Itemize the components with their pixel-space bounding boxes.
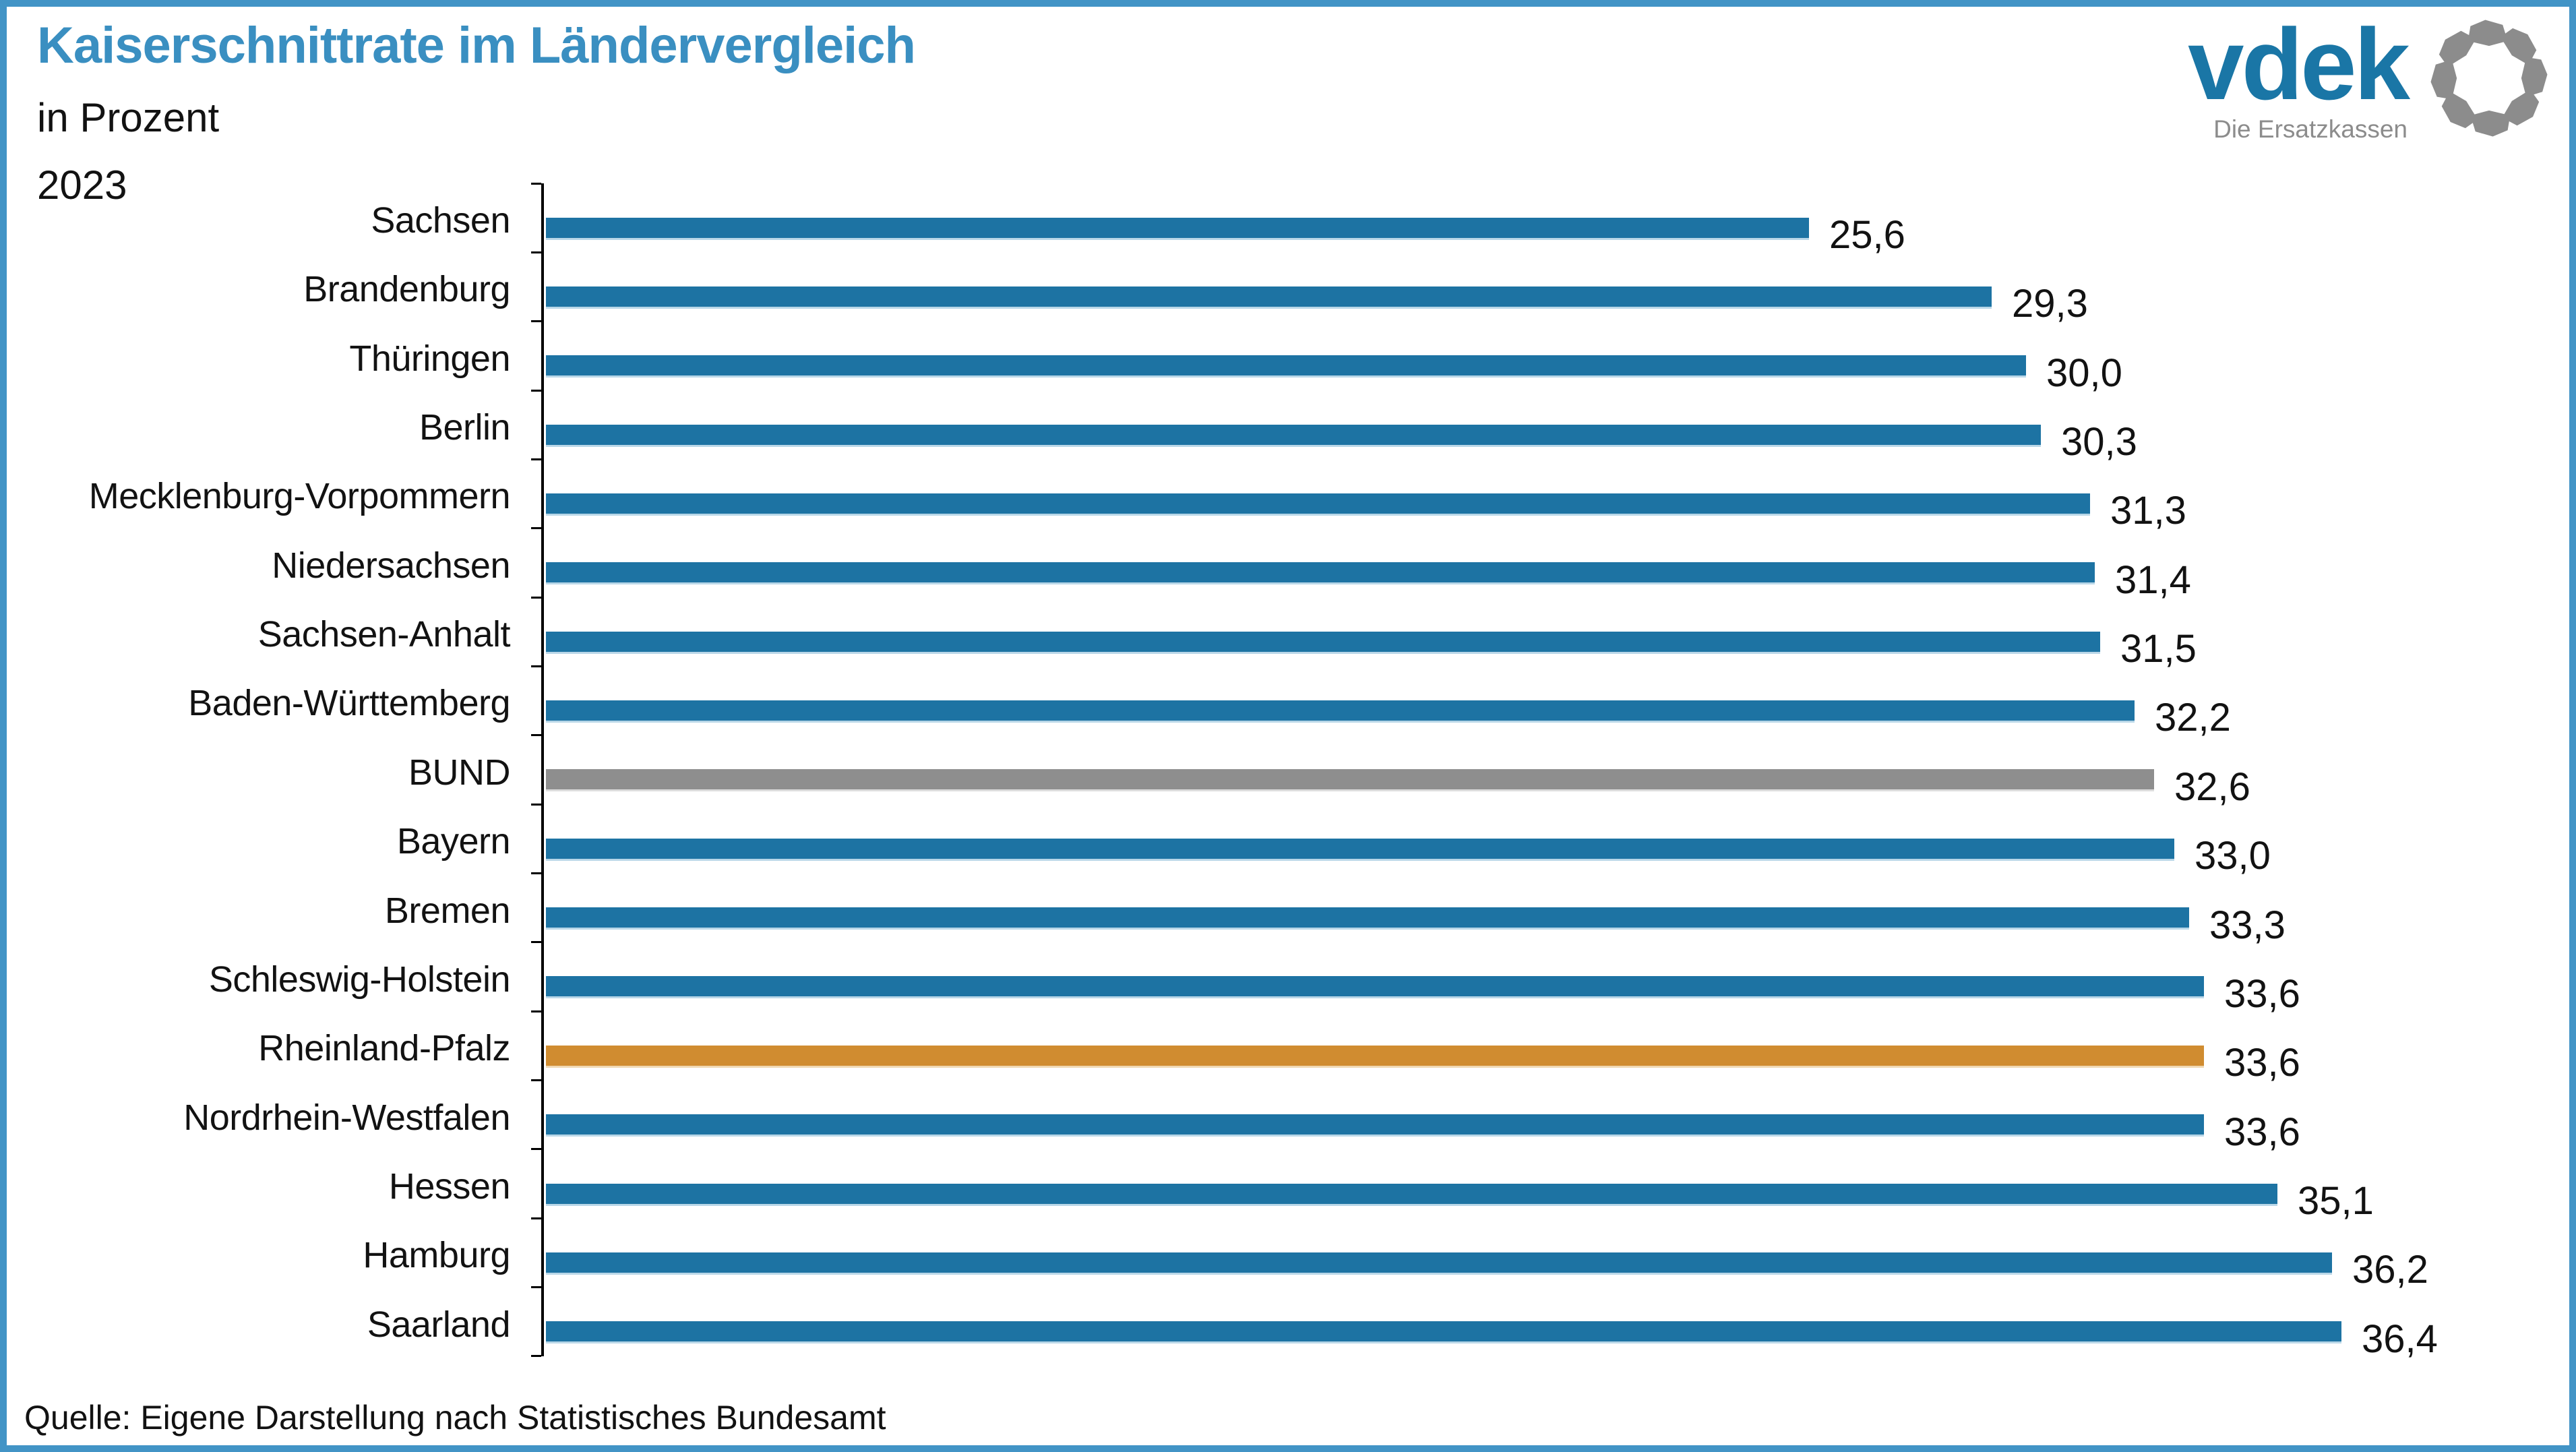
category-label: Bayern [396,821,511,862]
axis-tick [531,596,541,599]
bar-row-bayern: Bayern 33,0 [7,804,2569,878]
value-label: 36,2 [2352,1248,2428,1292]
axis-tick [531,941,541,944]
vdek-logo-text: vdek Die Ersatzkassen [2188,7,2410,144]
vdek-logo: vdek Die Ersatzkassen [2188,7,2553,144]
value-label: 33,6 [2224,1110,2300,1154]
bar [546,1321,2341,1342]
axis-tick [531,320,541,323]
bar-row-rheinland-pfalz: Rheinland-Pfalz 33,6 [7,1011,2569,1085]
category-label: Mecklenburg-Vorpommern [88,476,511,517]
chart-title: Kaiserschnittrate im Ländervergleich [37,17,916,74]
bar-row-hamburg: Hamburg 36,2 [7,1218,2569,1292]
bar-row-bremen: Bremen 33,3 [7,874,2569,946]
value-label: 33,3 [2209,903,2286,947]
axis-tick [531,527,541,530]
category-label: Sachsen-Anhalt [257,614,511,655]
axis-tick [531,251,541,253]
axis-tick [531,803,541,806]
value-label: 33,6 [2224,1041,2300,1085]
bar [546,493,2090,514]
category-label: Bremen [384,890,511,931]
category-label: Schleswig-Holstein [208,959,511,1000]
value-label: 35,1 [2298,1178,2374,1223]
bar-row-sachsen-anhalt: Sachsen-Anhalt 31,5 [7,597,2569,671]
value-label: 36,4 [2362,1317,2438,1361]
category-label: Sachsen [371,200,510,241]
category-label: Saarland [367,1304,511,1345]
bar [546,1183,2277,1204]
bar [546,631,2100,652]
axis-tick [531,182,541,185]
bar [546,562,2095,583]
bar-row-sachsen: Sachsen 25,6 [7,183,2569,257]
bar [546,700,2135,721]
axis-tick [531,734,541,737]
chart-subtitle: in Prozent [37,95,220,140]
bar-row-mecklenburg-vorpommern: Mecklenburg-Vorpommern 31,3 [7,459,2569,533]
axis-tick [531,665,541,667]
category-label: Baden-Württemberg [188,683,510,724]
bar-row-berlin: Berlin 30,3 [7,390,2569,464]
source-note: Quelle: Eigene Darstellung nach Statisti… [24,1399,886,1436]
bar [546,217,1809,238]
value-label: 31,3 [2110,489,2186,533]
bar-row-nordrhein-westfalen: Nordrhein-Westfalen 33,6 [7,1081,2569,1153]
bar [546,355,2026,376]
vdek-ring-icon [2430,20,2548,137]
chart-year: 2023 [37,162,127,208]
vdek-tagline: Die Ersatzkassen [2213,115,2408,143]
y-axis-line [541,183,544,1356]
bar [546,838,2174,859]
value-label: 25,6 [1829,213,1905,257]
bar-chart-plot: Sachsen 25,6 Brandenburg 29,3 Thüringen 30,0 B… [7,182,2569,1370]
bar [546,976,2204,997]
bar [546,1114,2204,1135]
category-label: Berlin [419,407,511,448]
value-label: 32,2 [2155,696,2231,740]
bar [546,907,2189,928]
axis-tick [531,872,541,874]
bar [546,286,1992,307]
bar-row-baden-w-rttemberg: Baden-Württemberg 32,2 [7,666,2569,740]
axis-tick [531,458,541,460]
category-label: Niedersachsen [272,545,510,586]
bar [546,1045,2204,1066]
bar-row-saarland: Saarland 36,4 [7,1288,2569,1360]
bar-row-niedersachsen: Niedersachsen 31,4 [7,528,2569,601]
bar [546,424,2041,445]
axis-tick [531,1148,541,1151]
value-label: 31,5 [2120,627,2197,671]
axis-tick [531,1355,541,1358]
category-label: Nordrhein-Westfalen [183,1097,510,1138]
category-label: Hessen [388,1166,511,1207]
value-label: 29,3 [2012,282,2088,326]
value-label: 30,0 [2046,351,2122,395]
bar [546,1252,2332,1273]
category-label: Brandenburg [303,269,510,310]
axis-tick [531,1010,541,1012]
value-label: 33,0 [2195,834,2271,878]
category-label: BUND [408,752,511,793]
value-label: 31,4 [2115,557,2191,602]
axis-tick [531,389,541,392]
bar-row-schleswig-holstein: Schleswig-Holstein 33,6 [7,942,2569,1015]
bar-row-th-ringen: Thüringen 30,0 [7,322,2569,394]
category-label: Hamburg [363,1235,510,1276]
bar [546,769,2154,790]
axis-tick [531,1286,541,1289]
category-label: Rheinland-Pfalz [258,1028,510,1069]
axis-tick [531,1217,541,1219]
value-label: 33,6 [2224,971,2300,1016]
bar-row-bund: BUND 32,6 [7,735,2569,808]
axis-tick [531,1079,541,1081]
value-label: 30,3 [2061,420,2137,464]
category-label: Thüringen [349,338,510,379]
bar-row-hessen: Hessen 35,1 [7,1149,2569,1223]
value-label: 32,6 [2174,764,2250,809]
bar-row-brandenburg: Brandenburg 29,3 [7,252,2569,326]
vdek-brand-text: vdek [2188,7,2410,121]
